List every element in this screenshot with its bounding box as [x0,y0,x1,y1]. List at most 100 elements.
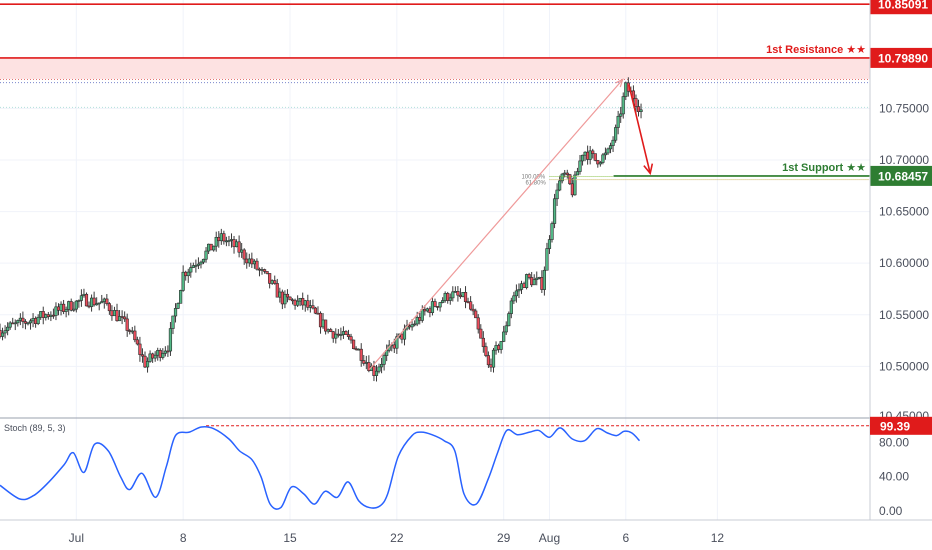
candle-body [242,249,246,260]
candle [145,357,150,373]
candle [451,286,455,302]
candle [349,333,353,344]
candle-body [326,329,330,332]
candle [522,281,526,288]
candle-body [285,293,290,298]
candle [293,298,297,310]
candle-body [359,348,363,361]
projection-arrowhead [643,163,654,176]
candle [537,276,541,280]
candle [311,299,315,310]
candle-body [143,355,147,368]
candle-body [303,300,307,306]
candle [377,363,381,374]
candle [280,289,284,310]
candle-body [631,90,636,99]
candle-body [537,277,541,279]
candle [171,315,175,335]
candle [499,341,503,354]
candle [313,306,318,315]
candle [288,296,292,301]
candle-body [514,290,519,297]
candle [209,243,213,251]
candle [257,267,262,277]
candle-body [262,269,267,272]
candle-body [237,241,241,253]
candle-body [0,332,5,337]
level-badge-1 [870,47,932,68]
candle-body [219,233,223,242]
candle [448,293,452,305]
candle [168,321,173,356]
candle [382,351,386,371]
candle-body [616,115,620,128]
candle [540,270,544,293]
candle [624,81,628,101]
candle-body [89,297,94,307]
candle-body [61,303,66,312]
candle [3,325,7,339]
candle [573,171,577,196]
price-tick-4: 10.70000 [879,153,929,167]
resistance-zone [0,57,870,79]
candle [214,231,218,252]
candle-body [379,363,384,368]
stoch-tick-1: 40.00 [879,470,909,484]
candle [601,153,605,165]
candle [95,297,99,306]
time-tick-3: 22 [390,531,404,545]
candle [512,291,516,305]
candle [222,230,226,245]
price-tick-0: 10.50000 [879,359,929,373]
candle [547,235,552,254]
candle [588,146,592,165]
candle-body [196,263,201,266]
candle [161,348,165,360]
candle [362,354,366,366]
candle [51,308,56,319]
candle-body [56,306,61,311]
candle [578,155,582,175]
candle-body [34,318,38,324]
candle [466,297,470,304]
candle-body [435,306,440,308]
candle [357,348,361,351]
time-tick-6: 6 [622,531,629,545]
candle-body [474,310,478,319]
candle-body [558,180,562,191]
candle-body [31,318,35,322]
candle [443,291,447,303]
candle-body [92,297,96,306]
candle-body [84,293,89,307]
candle [346,329,351,340]
candle [64,306,68,318]
candle-body [420,309,424,321]
price-tick-1: 10.55000 [879,308,929,322]
candle [123,311,127,322]
candle [56,303,61,316]
candle-body [186,271,190,277]
candle [331,330,335,343]
candle [151,352,155,363]
candle-body [189,267,193,273]
candle [13,319,17,331]
candle [255,258,259,271]
candle [494,341,498,355]
candle [199,260,203,269]
candle-body [484,346,488,356]
candle-body [41,311,45,318]
candle [278,287,282,303]
candle-body [415,317,419,325]
candle [6,322,10,336]
candle-body [596,160,600,165]
candle [489,358,493,372]
candle-body [26,322,30,325]
candle [77,299,81,308]
candle-body [486,355,491,366]
candle [474,308,478,319]
candle-body [357,348,361,351]
price-tick-3: 10.65000 [879,205,929,219]
candle-body [400,333,404,340]
candle [270,279,274,285]
candle [201,258,206,265]
